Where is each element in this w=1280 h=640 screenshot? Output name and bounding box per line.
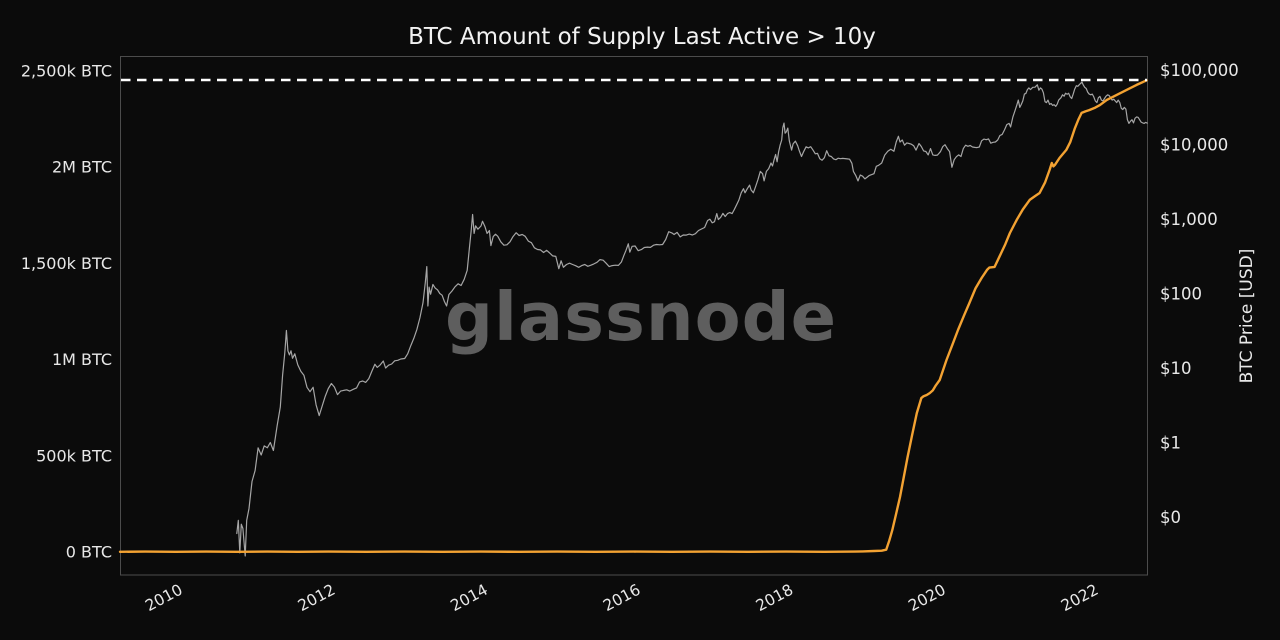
glassnode-watermark: glassnode	[445, 278, 837, 356]
x-tick-label: 2016	[600, 581, 643, 615]
right-tick-label: $100,000	[1160, 61, 1239, 80]
left-tick-label: 2M BTC	[52, 158, 112, 177]
right-axis-label: BTC Price [USD]	[1237, 249, 1257, 384]
right-tick-label: $1	[1160, 434, 1181, 453]
right-tick-label: $0	[1160, 508, 1181, 527]
chart-title: BTC Amount of Supply Last Active > 10y	[408, 24, 876, 50]
x-tick-label: 2012	[295, 581, 338, 615]
left-tick-label: 2,500k BTC	[21, 62, 112, 81]
x-tick-label: 2022	[1058, 581, 1101, 615]
supply-last-active-10y-line	[118, 79, 1148, 553]
left-axis-tick-labels: 0 BTC 500k BTC 1M BTC 1,500k BTC 2M BTC 2,500…	[21, 62, 112, 562]
x-tick-label: 2020	[905, 581, 948, 615]
left-tick-label: 0 BTC	[66, 543, 112, 562]
left-tick-label: 1M BTC	[52, 350, 112, 369]
left-tick-label: 1,500k BTC	[21, 254, 112, 273]
x-tick-label: 2014	[448, 581, 491, 615]
right-tick-label: $10	[1160, 359, 1192, 378]
left-tick-label: 500k BTC	[36, 446, 112, 465]
btc-price-line	[236, 81, 1148, 557]
right-tick-label: $100	[1160, 285, 1202, 304]
x-tick-label: 2018	[753, 581, 796, 615]
right-tick-label: $1,000	[1160, 210, 1218, 229]
x-axis-tick-labels: 2010 2012 2014 2016 2018 2020 2022	[142, 581, 1101, 615]
plot-area-border	[120, 56, 1148, 576]
x-tick-label: 2010	[142, 581, 185, 615]
right-axis-tick-labels: $100,000 $10,000 $1,000 $100 $10 $1 $0	[1160, 61, 1239, 527]
right-tick-label: $10,000	[1160, 136, 1228, 155]
